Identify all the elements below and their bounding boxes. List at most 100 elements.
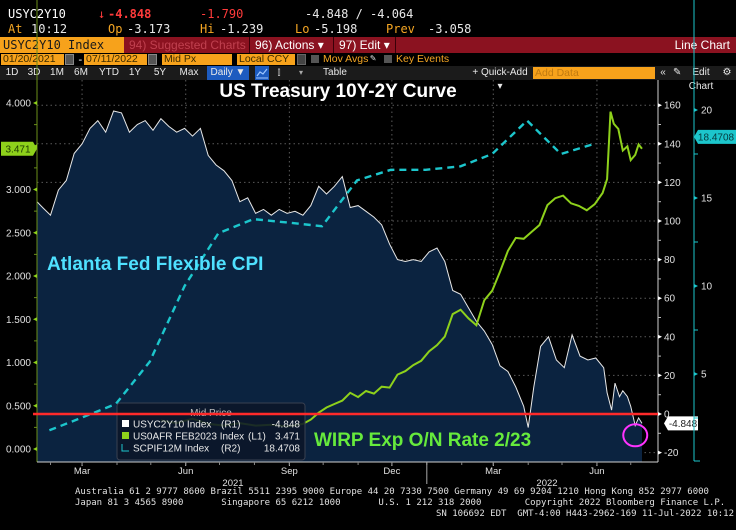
key-events-checkbox[interactable]	[384, 55, 392, 63]
axis-r1-tick-label: 60	[664, 294, 676, 305]
period-6m[interactable]: 6M	[74, 67, 88, 78]
price-field-select[interactable]: Mid Px	[162, 54, 232, 65]
series-area-usyc2y10	[37, 111, 642, 462]
chart-type-dropdown-icon[interactable]: ▾	[298, 68, 303, 77]
footer-contacts-line1: Australia 61 2 9777 8600 Brazil 5511 239…	[75, 487, 709, 497]
security-input[interactable]: USYC2Y10 Index	[0, 37, 124, 53]
legend: Mid Price USYC2Y10 Index (R1) -4.848 US0…	[116, 402, 306, 461]
period-3d[interactable]: 3D	[27, 67, 41, 78]
period-1d[interactable]: 1D	[5, 67, 19, 78]
edit-chart-button[interactable]: Edit Chart	[688, 67, 714, 92]
end-date-field[interactable]: 07/11/2022	[84, 54, 147, 65]
axis-l1-tick-label: 3.000	[6, 185, 31, 196]
mov-avgs-checkbox[interactable]	[311, 55, 319, 63]
annotation-atlanta-fed-cpi: Atlanta Fed Flexible CPI	[47, 254, 263, 275]
axis-x-tick-label: Sep	[281, 466, 298, 477]
axis-l1-tick-label: 1.000	[6, 358, 31, 369]
currency-select[interactable]: Local CCY	[237, 54, 295, 65]
axis-l1-tick	[33, 274, 37, 278]
start-date-field[interactable]: 01/20/2021	[1, 54, 64, 65]
legend-swatch-usyc2y10	[122, 420, 129, 427]
axis-r1-tick	[658, 180, 662, 185]
net-change: -1.790	[200, 7, 244, 21]
period-max[interactable]: Max	[179, 67, 199, 78]
axis-r2-tick-label: 10	[701, 282, 713, 293]
axis-r1-tick-label: 20	[664, 371, 676, 382]
axis-r1-tick	[658, 257, 662, 262]
pencil-icon[interactable]: ✎	[370, 53, 377, 64]
low-label: Lo	[295, 22, 310, 36]
last-value-tag-l1	[1, 141, 37, 156]
axis-r1-tick-label: 160	[664, 101, 681, 112]
footer-contacts-line2: Japan 81 3 4565 8900 Singapore 65 6212 1…	[75, 498, 726, 508]
prev-value: -3.058	[428, 22, 472, 36]
axis-r2-tick	[694, 284, 698, 288]
line-chart-icon[interactable]	[255, 66, 269, 80]
axis-x-tick-label: Jun	[178, 466, 193, 477]
axis-l1-tick	[33, 317, 37, 322]
actions-menu[interactable]: 96) Actions ▾	[252, 37, 334, 53]
chart-toolbar: 1D 3D 1M 6M YTD 1Y 5Y Max Daily ▼ ⫾ ▾ Ta…	[0, 66, 736, 92]
axis-l1-tick	[33, 101, 37, 105]
axis-r1-tick	[658, 296, 662, 301]
axis-r1-tick	[658, 373, 662, 378]
legend-value-us0afr: 3.471	[275, 432, 300, 443]
axis-r2-tick	[694, 108, 698, 112]
legend-axis-r2: (R2)	[221, 444, 240, 455]
axis-r1-tick-label: -20	[664, 448, 679, 459]
axis-r2-tick	[694, 196, 698, 200]
axis-r1-tick-label: 140	[664, 139, 681, 150]
axis-l1-tick	[33, 360, 37, 365]
settings-bar: 01/20/2021 - 07/11/2022 Mid Px Local CCY…	[0, 53, 736, 66]
legend-label-usyc2y10: USYC2Y10 Index	[133, 420, 211, 431]
axis-r2-tick-label: 5	[701, 370, 707, 381]
series-line-usyc2y10	[36, 110, 643, 428]
period-1m[interactable]: 1M	[50, 67, 64, 78]
legend-axis-r1: (R1)	[221, 420, 240, 431]
axis-r2-tick	[694, 372, 698, 376]
axis-l1-tick-label: 2.000	[6, 272, 31, 283]
axis-l1-tick	[33, 230, 37, 235]
series-line-us0afr	[160, 111, 643, 428]
bid-ask: -4.848 / -4.064	[305, 7, 414, 21]
axis-r1-tick-label: 120	[664, 178, 681, 189]
quick-add-button[interactable]: + Quick-Add ▾	[472, 67, 528, 92]
collapse-button[interactable]: «	[660, 67, 666, 78]
axis-l1-tick	[33, 187, 37, 192]
edit-menu[interactable]: 97) Edit ▾	[336, 37, 396, 53]
legend-value-scpif12m: 18.4708	[264, 444, 301, 455]
axis-r1-tick	[658, 103, 662, 108]
chart-title: US Treasury 10Y-2Y Curve	[219, 81, 456, 102]
frequency-select[interactable]: Daily ▼	[207, 66, 249, 80]
axis-x-tick-label: Jun	[589, 466, 604, 477]
axis-x-tick-label: Dec	[383, 466, 400, 477]
add-data-input[interactable]: Add Data	[533, 67, 655, 79]
axis-r1-tick	[658, 141, 662, 146]
area-layer	[37, 111, 642, 462]
chart-type-label: Line Chart	[674, 38, 730, 52]
table-button[interactable]: Table	[323, 67, 347, 78]
highlight-circle	[622, 423, 649, 448]
suggested-charts-button[interactable]: 94) Suggested Charts	[126, 37, 250, 53]
calendar-icon[interactable]	[65, 54, 74, 65]
open-label: Op	[108, 22, 123, 36]
last-value-label-r2: 18.4708	[698, 132, 735, 143]
axis-r2-tick-label: 20	[701, 106, 713, 117]
settings-gear-icon[interactable]: ⚙	[722, 67, 732, 78]
currency-dropdown-icon[interactable]	[297, 54, 306, 65]
calendar-icon[interactable]	[148, 54, 157, 65]
axis-r1-tick-label: 40	[664, 332, 676, 343]
axis-x-year-label: 2021	[222, 478, 243, 489]
legend-swatch-us0afr	[122, 432, 129, 439]
legend-label-scpif12m: SCPIF12M Index	[133, 444, 209, 455]
period-ytd[interactable]: YTD	[99, 67, 119, 78]
last-price: -4.848	[108, 7, 152, 21]
prev-label: Prev	[386, 22, 415, 36]
bar-chart-icon[interactable]: ⫾	[277, 67, 281, 78]
axis-x-year-label: 2022	[536, 478, 557, 489]
axis-l1-tick-label: 2.500	[6, 228, 31, 239]
period-5y[interactable]: 5Y	[153, 67, 167, 78]
period-1y[interactable]: 1Y	[128, 67, 142, 78]
axis-l1-tick-label: 4.000	[6, 99, 31, 110]
